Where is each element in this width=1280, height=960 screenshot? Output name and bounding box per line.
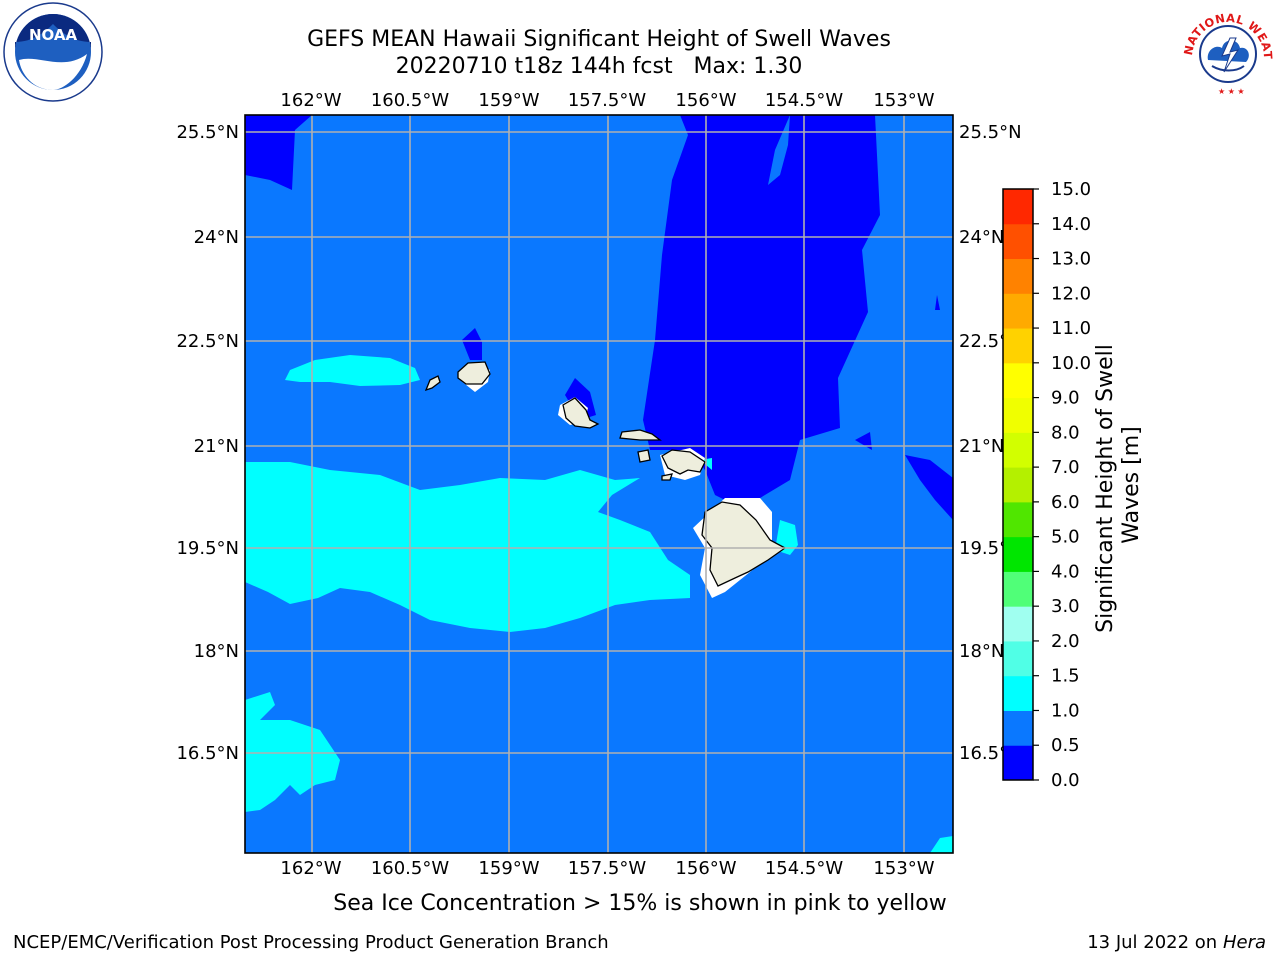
colorbar-ticks: 0.0 0.5 1.0 1.5 2.0 3.0 4.0 5.0 6.0 7.0 8.0 9.0 10.0… xyxy=(1033,179,1091,791)
colorbar-segment xyxy=(1003,328,1033,364)
colorbar-segment xyxy=(1003,606,1033,642)
colorbar-segment xyxy=(1003,432,1033,468)
lon-label-bottom: 154.5°W xyxy=(765,858,844,879)
lon-label-top: 157.5°W xyxy=(568,90,647,111)
colorbar-tick-label: 9.0 xyxy=(1051,388,1080,409)
island-kahoolawe xyxy=(661,473,673,481)
lon-label-bottom: 153°W xyxy=(873,858,934,879)
lon-label-top: 159°W xyxy=(478,90,539,111)
colorbar-tick-label: 7.0 xyxy=(1051,457,1080,478)
footer-host: Hera xyxy=(1222,932,1266,953)
island-outlines xyxy=(424,361,787,587)
colorbar-tick-label: 15.0 xyxy=(1051,179,1091,200)
colorbar-segment xyxy=(1003,675,1033,711)
colorbar-tick-label: 4.0 xyxy=(1051,561,1080,582)
colorbar-frame xyxy=(1002,188,1034,781)
lat-label-left: 16.5°N xyxy=(176,743,239,764)
lat-label-left: 22.5°N xyxy=(176,331,239,352)
colorbar-segment xyxy=(1003,467,1033,503)
lon-label-bottom: 156°W xyxy=(675,858,736,879)
colorbar-tick-label: 10.0 xyxy=(1051,353,1091,374)
lat-label-right: 18°N xyxy=(959,641,1004,662)
swell-band-1.0-1.5-sw xyxy=(245,692,340,812)
map-subtitle: 20220710 t18z 144h fcst Max: 1.30 xyxy=(395,54,803,79)
lon-label-bottom: 162°W xyxy=(280,858,341,879)
colorbar-label: Significant Height of Swell Waves [m] xyxy=(1093,337,1144,633)
lon-label-top: 162°W xyxy=(280,90,341,111)
island-lanai xyxy=(637,449,651,463)
island-oahu xyxy=(562,397,600,429)
lon-label-top: 154.5°W xyxy=(765,90,844,111)
svg-text:★ ★ ★: ★ ★ ★ xyxy=(1218,87,1245,96)
lat-label-left: 19.5°N xyxy=(176,538,239,559)
island-molokai xyxy=(619,429,662,441)
lon-label-bottom: 160.5°W xyxy=(371,858,450,879)
colorbar-segment xyxy=(1003,362,1033,399)
lon-labels-bottom: 162°W 160.5°W 159°W 157.5°W 156°W 154.5°… xyxy=(280,858,934,879)
swell-band-1.0-1.5-north xyxy=(285,355,420,386)
footer-branch: NCEP/EMC/Verification Post Processing Pr… xyxy=(13,932,609,953)
lon-label-top: 153°W xyxy=(873,90,934,111)
lat-label-left: 24°N xyxy=(194,227,239,248)
colorbar-segment xyxy=(1003,397,1033,433)
lon-label-bottom: 159°W xyxy=(478,858,539,879)
colorbar-tick-label: 8.0 xyxy=(1051,422,1080,443)
colorbar xyxy=(1003,189,1033,781)
lat-label-left: 18°N xyxy=(194,641,239,662)
swell-height-field xyxy=(245,115,953,853)
colorbar-segment xyxy=(1003,189,1033,225)
footer-date-text: 13 Jul 2022 on xyxy=(1087,932,1223,953)
footer-date: 13 Jul 2022 on Hera xyxy=(1087,932,1266,953)
swell-band-1.0-1.5-south xyxy=(245,462,690,632)
island-maui xyxy=(661,449,706,475)
lon-label-top: 160.5°W xyxy=(371,90,450,111)
island-kauai xyxy=(457,361,491,385)
colorbar-tick-label: 14.0 xyxy=(1051,214,1091,235)
swell-band-0-0.5-central xyxy=(643,115,880,500)
colorbar-segment xyxy=(1003,745,1033,781)
colorbar-segment xyxy=(1003,710,1033,746)
nws-logo: NATIONAL WEATHER SERVICE ★ ★ ★ xyxy=(1173,0,1278,102)
island-hawaii xyxy=(701,501,787,587)
colorbar-tick-label: 11.0 xyxy=(1051,318,1091,339)
colorbar-segment xyxy=(1003,536,1033,572)
swell-band-0-0.5-nw xyxy=(245,115,312,190)
colorbar-tick-label: 13.0 xyxy=(1051,249,1091,270)
lat-label-right: 21°N xyxy=(959,436,1004,457)
colorbar-segment xyxy=(1003,640,1033,677)
colorbar-tick-label: 0.0 xyxy=(1051,770,1080,791)
sea-ice-note: Sea Ice Concentration > 15% is shown in … xyxy=(333,891,947,916)
colorbar-tick-label: 1.5 xyxy=(1051,666,1080,687)
colorbar-segment xyxy=(1003,501,1033,538)
island-niihau xyxy=(424,375,441,392)
colorbar-segment xyxy=(1003,571,1033,607)
colorbar-tick-label: 1.0 xyxy=(1051,700,1080,721)
lon-label-top: 156°W xyxy=(675,90,736,111)
lon-label-bottom: 157.5°W xyxy=(568,858,647,879)
lon-labels-top: 162°W 160.5°W 159°W 157.5°W 156°W 154.5°… xyxy=(280,90,934,111)
lat-label-left: 25.5°N xyxy=(176,122,239,143)
colorbar-segment xyxy=(1003,258,1033,294)
colorbar-tick-label: 12.0 xyxy=(1051,283,1091,304)
colorbar-segment xyxy=(1003,223,1033,260)
gridlines xyxy=(245,115,953,853)
map-title: GEFS MEAN Hawaii Significant Height of S… xyxy=(307,27,891,52)
map-frame xyxy=(244,114,954,854)
noaa-logo: NOAA xyxy=(3,2,103,102)
colorbar-tick-label: 0.5 xyxy=(1051,735,1080,756)
noaa-logo-text: NOAA xyxy=(29,26,78,44)
lat-label-right: 24°N xyxy=(959,227,1004,248)
lat-labels-left: 25.5°N 24°N 22.5°N 21°N 19.5°N 18°N 16.5… xyxy=(176,122,239,764)
lat-label-right: 25.5°N xyxy=(959,122,1022,143)
lat-label-left: 21°N xyxy=(194,436,239,457)
colorbar-tick-label: 6.0 xyxy=(1051,492,1080,513)
colorbar-tick-label: 2.0 xyxy=(1051,631,1080,652)
colorbar-tick-label: 3.0 xyxy=(1051,596,1080,617)
colorbar-segment xyxy=(1003,293,1033,329)
colorbar-tick-label: 5.0 xyxy=(1051,527,1080,548)
